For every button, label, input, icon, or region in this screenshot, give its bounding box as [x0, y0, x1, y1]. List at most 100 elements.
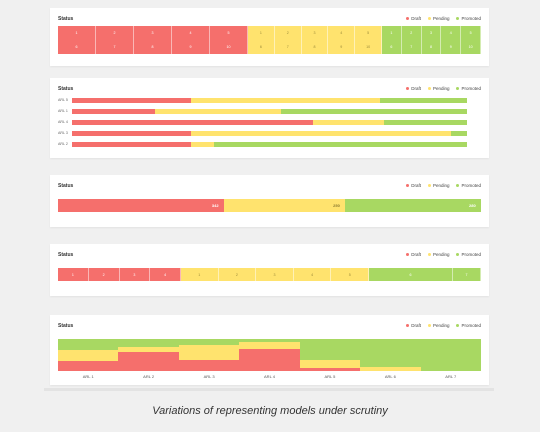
promoted-cell: 1: [382, 26, 402, 40]
pending-bar: [154, 109, 282, 114]
promoted-cell: 6: [382, 40, 402, 54]
pending-area: [118, 347, 180, 352]
pending-area: [239, 342, 300, 349]
draft-area: [178, 359, 240, 371]
pending-cell: 5: [331, 268, 369, 281]
pending-cell: 9: [328, 40, 356, 54]
legend-draft: Draft: [406, 16, 421, 21]
draft-area: [58, 361, 119, 371]
draft-cell: 1: [58, 26, 96, 40]
draft-cell: 9: [172, 40, 210, 54]
draft-cell: 6: [58, 40, 96, 54]
pending-cell: 4: [293, 268, 332, 281]
legend: Draft Pending Promoted: [406, 183, 481, 188]
pending-bar: [312, 120, 385, 125]
draft-bar: [72, 131, 191, 136]
promoted-cell: 7: [453, 268, 481, 281]
pending-cell: 2: [274, 26, 302, 40]
promoted-cell: 5: [461, 26, 481, 40]
x-tick-label: ARL 7: [445, 374, 457, 379]
pending-area: [58, 350, 119, 362]
legend-label: Draft: [411, 323, 421, 328]
promoted-dot-icon: [456, 253, 460, 256]
draft-cell: 3: [119, 268, 151, 281]
promoted-dot-icon: [456, 184, 460, 187]
legend-pending: Pending: [427, 323, 450, 328]
row-label: ARL 1: [58, 108, 68, 113]
pending-area: [299, 359, 361, 368]
x-tick-label: ARL 6: [384, 374, 396, 379]
panel-title: Status: [58, 252, 74, 258]
legend-pending: Pending: [427, 183, 449, 188]
draft-area: [118, 351, 180, 371]
promoted-area: [58, 339, 119, 351]
pending-dot-icon: [427, 17, 431, 20]
caption: Variations of representing models under …: [152, 405, 388, 417]
promoted-area: [118, 339, 180, 347]
draft-dot-icon: [406, 17, 410, 20]
legend-label: Promoted: [461, 183, 481, 188]
x-tick-label: ARL 4: [264, 374, 275, 379]
promoted-area: [299, 339, 361, 360]
pending-cell: 3: [301, 26, 329, 40]
promoted-bar: [281, 109, 467, 114]
draft-cell: 7: [96, 40, 134, 54]
x-tick-label: ARL 1: [82, 374, 94, 379]
draft-dot-icon: [406, 87, 410, 90]
legend-label: Draft: [411, 16, 421, 21]
draft-cell: 2: [88, 268, 120, 281]
pending-bar: [190, 142, 215, 147]
pending-cell: 3: [256, 268, 294, 281]
draft-cell: 4: [150, 268, 181, 281]
promoted-area: [360, 339, 421, 368]
legend-draft: Draft: [406, 323, 421, 328]
draft-dot-icon: [406, 253, 410, 256]
legend: Draft Pending Promoted: [406, 86, 481, 91]
promoted-area: [420, 339, 482, 371]
legend-label: Promoted: [461, 16, 481, 21]
pending-area: [178, 345, 240, 360]
pending-area: [360, 367, 421, 371]
x-tick-label: ARL 5: [324, 374, 336, 379]
promoted-cell: 9: [441, 40, 462, 54]
panel-title: Status: [58, 183, 74, 189]
legend-promoted: Promoted: [456, 16, 481, 21]
pending-dot-icon: [427, 253, 431, 256]
legend-label: Draft: [411, 183, 421, 188]
pending-cell: 4: [328, 26, 356, 40]
pending-cell: 10: [355, 40, 382, 54]
promoted-cell: 3: [421, 26, 442, 40]
draft-area: [239, 348, 300, 371]
draft-cell: 5: [210, 26, 248, 40]
pending-cell: 1: [248, 26, 275, 40]
draft-area: [299, 367, 361, 371]
legend-label: Pending: [432, 252, 450, 257]
promoted-dot-icon: [456, 87, 460, 90]
pending-bar: [190, 98, 381, 103]
legend-pending: Pending: [427, 16, 449, 21]
legend-pending: Pending: [427, 252, 450, 257]
draft-dot-icon: [406, 324, 410, 327]
x-tick-label: ARL 3: [203, 374, 215, 379]
legend-draft: Draft: [406, 183, 421, 188]
pending-segment: [223, 199, 346, 212]
pending-bar: [190, 131, 452, 136]
pending-cell: 6: [248, 40, 275, 54]
pending-cell: 8: [301, 40, 329, 54]
draft-cell: 3: [134, 26, 172, 40]
promoted-cell: 7: [401, 40, 422, 54]
legend-label: Pending: [432, 323, 450, 328]
x-tick-label: ARL 2: [143, 374, 155, 379]
panel-title: Status: [58, 86, 74, 92]
promoted-area: [239, 339, 300, 343]
draft-total-label: 342: [211, 203, 219, 208]
legend-draft: Draft: [406, 252, 421, 257]
draft-cell: 1: [58, 268, 89, 281]
legend-draft: Draft: [406, 86, 421, 91]
promoted-bar: [214, 142, 467, 147]
draft-bar: [72, 98, 191, 103]
legend-label: Draft: [411, 86, 421, 91]
panel-title: Status: [58, 323, 74, 329]
